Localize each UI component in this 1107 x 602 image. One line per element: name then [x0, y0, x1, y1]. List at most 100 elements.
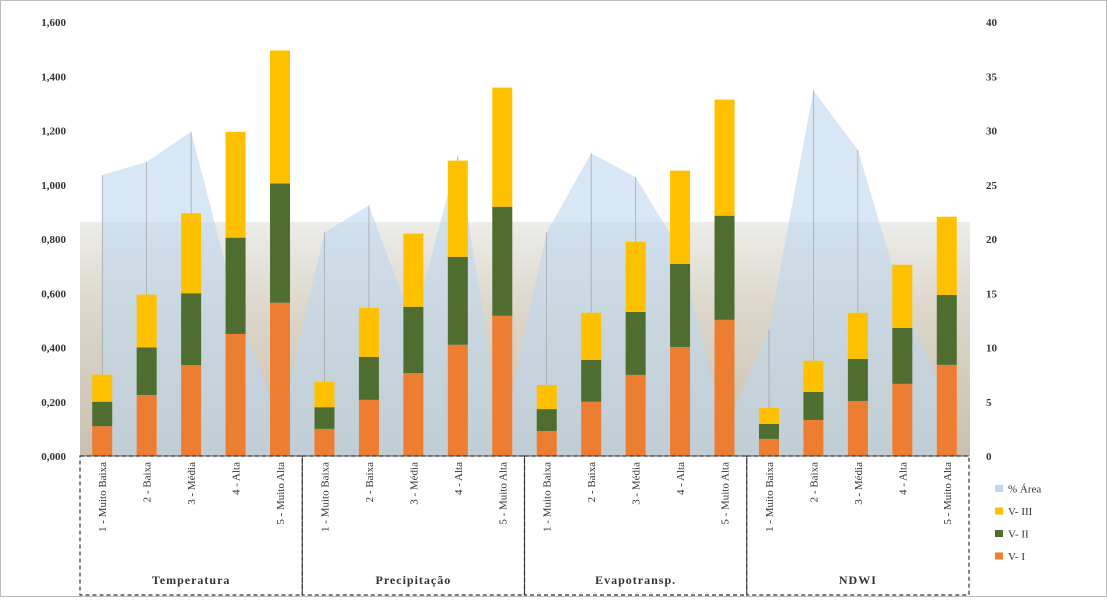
bar-segment: [536, 409, 557, 432]
bar-segment: [358, 307, 379, 357]
x-tick-label: 2 - Baixa: [364, 462, 376, 502]
legend-label: % Área: [1008, 484, 1041, 496]
y-tick-label: 0,400: [41, 343, 66, 355]
bar-segment: [714, 215, 735, 320]
bar-segment: [403, 306, 424, 373]
bar-segment: [447, 160, 468, 257]
group-box: [746, 455, 970, 596]
legend-swatch: [995, 530, 1003, 537]
bar-segment: [758, 438, 779, 456]
bar-segment: [536, 384, 557, 410]
x-tick-label: 3 - Média: [186, 462, 198, 505]
x-tick-label: 2 - Baixa: [142, 462, 154, 502]
bar-segment: [492, 206, 513, 316]
y2-tick-label: 20: [986, 234, 998, 246]
bar-segment: [270, 302, 291, 456]
bar-segment: [314, 381, 335, 408]
bar-segment: [847, 312, 868, 359]
group-box: [79, 455, 303, 596]
y-tick-label: 0,000: [41, 451, 66, 463]
y-tick-label: 0,800: [41, 234, 66, 246]
x-tick-label: 1 - Muito Baixa: [542, 462, 554, 532]
bar-segment: [803, 419, 824, 456]
x-tick-label: 2 - Baixa: [586, 462, 598, 502]
bar-segment: [136, 394, 157, 456]
x-tick-label: 3 - Média: [631, 462, 643, 505]
bar-segment: [225, 237, 246, 334]
bar-segment: [847, 358, 868, 401]
bar-segment: [936, 364, 957, 456]
bar-segment: [581, 359, 602, 402]
bar-segment: [936, 294, 957, 365]
x-tick-label: 4 - Alta: [231, 462, 243, 495]
legend-label: V- I: [1008, 551, 1025, 563]
bar-segment: [225, 131, 246, 238]
bar-segment: [181, 213, 202, 294]
legend-swatch: [995, 552, 1003, 560]
group-label: Temperatura: [152, 573, 231, 587]
y2-tick-label: 0: [986, 451, 992, 463]
y2-tick-label: 35: [986, 71, 998, 83]
x-tick-label: 5 - Muito Alta: [720, 462, 732, 525]
x-tick-label: 4 - Alta: [675, 462, 687, 495]
bar-segment: [403, 233, 424, 307]
y2-tick-label: 40: [986, 17, 998, 29]
y2-tick-label: 10: [986, 343, 998, 355]
bar-segment: [270, 183, 291, 303]
x-tick-label: 5 - Muito Alta: [275, 462, 287, 525]
bar-segment: [358, 399, 379, 456]
bar-segment: [714, 319, 735, 456]
y2-tick-label: 25: [986, 180, 998, 192]
area: [102, 90, 947, 456]
bar-segment: [803, 360, 824, 392]
y-tick-label: 0,600: [41, 288, 66, 300]
bar-segment: [892, 383, 913, 456]
bar-segment: [625, 241, 646, 312]
bar-segment: [670, 263, 691, 347]
x-tick-label: 1 - Muito Baixa: [764, 462, 776, 532]
x-tick-label: 5 - Muito Alta: [942, 462, 954, 525]
bar-segment: [136, 347, 157, 395]
bar-segment: [536, 431, 557, 456]
bar-segment: [892, 264, 913, 328]
bar-segment: [447, 344, 468, 456]
x-tick-label: 1 - Muito Baixa: [97, 462, 109, 532]
bar-segment: [847, 400, 868, 456]
legend-label: V- III: [1008, 506, 1033, 518]
bar-segment: [892, 327, 913, 384]
y2-tick-label: 30: [986, 126, 998, 138]
group-box: [301, 455, 526, 596]
bar-segment: [358, 356, 379, 400]
legend-swatch: [995, 485, 1003, 492]
bar-segment: [92, 374, 113, 402]
bar-segment: [758, 423, 779, 439]
bar-segment: [92, 401, 113, 427]
y2-tick-label: 5: [986, 397, 992, 409]
group-box: [523, 455, 748, 596]
legend-label: V- II: [1008, 529, 1029, 541]
x-tick-label: 1 - Muito Baixa: [319, 462, 331, 532]
legend-swatch: [995, 507, 1003, 515]
bar-segment: [492, 315, 513, 456]
y2-tick-label: 15: [986, 288, 998, 300]
y-tick-label: 1,400: [41, 71, 66, 83]
y-tick-label: 1,200: [41, 126, 66, 138]
y-tick-label: 0,200: [41, 397, 66, 409]
bar-segment: [625, 311, 646, 375]
bar-segment: [314, 407, 335, 429]
group-label: Evapotransp.: [595, 573, 676, 587]
group-label: Precipitação: [375, 573, 451, 587]
x-tick-label: 2 - Baixa: [808, 462, 820, 502]
x-tick-label: 3 - Média: [853, 462, 865, 505]
bar-segment: [714, 99, 735, 216]
y-tick-label: 1,000: [41, 180, 66, 192]
bar-segment: [581, 401, 602, 456]
x-tick-label: 4 - Alta: [453, 462, 465, 495]
bar-segment: [581, 312, 602, 360]
group-label: NDWI: [839, 573, 877, 587]
bar-segment: [447, 256, 468, 345]
x-tick-label: 5 - Muito Alta: [497, 462, 509, 525]
x-tick-label: 3 - Média: [408, 462, 420, 505]
